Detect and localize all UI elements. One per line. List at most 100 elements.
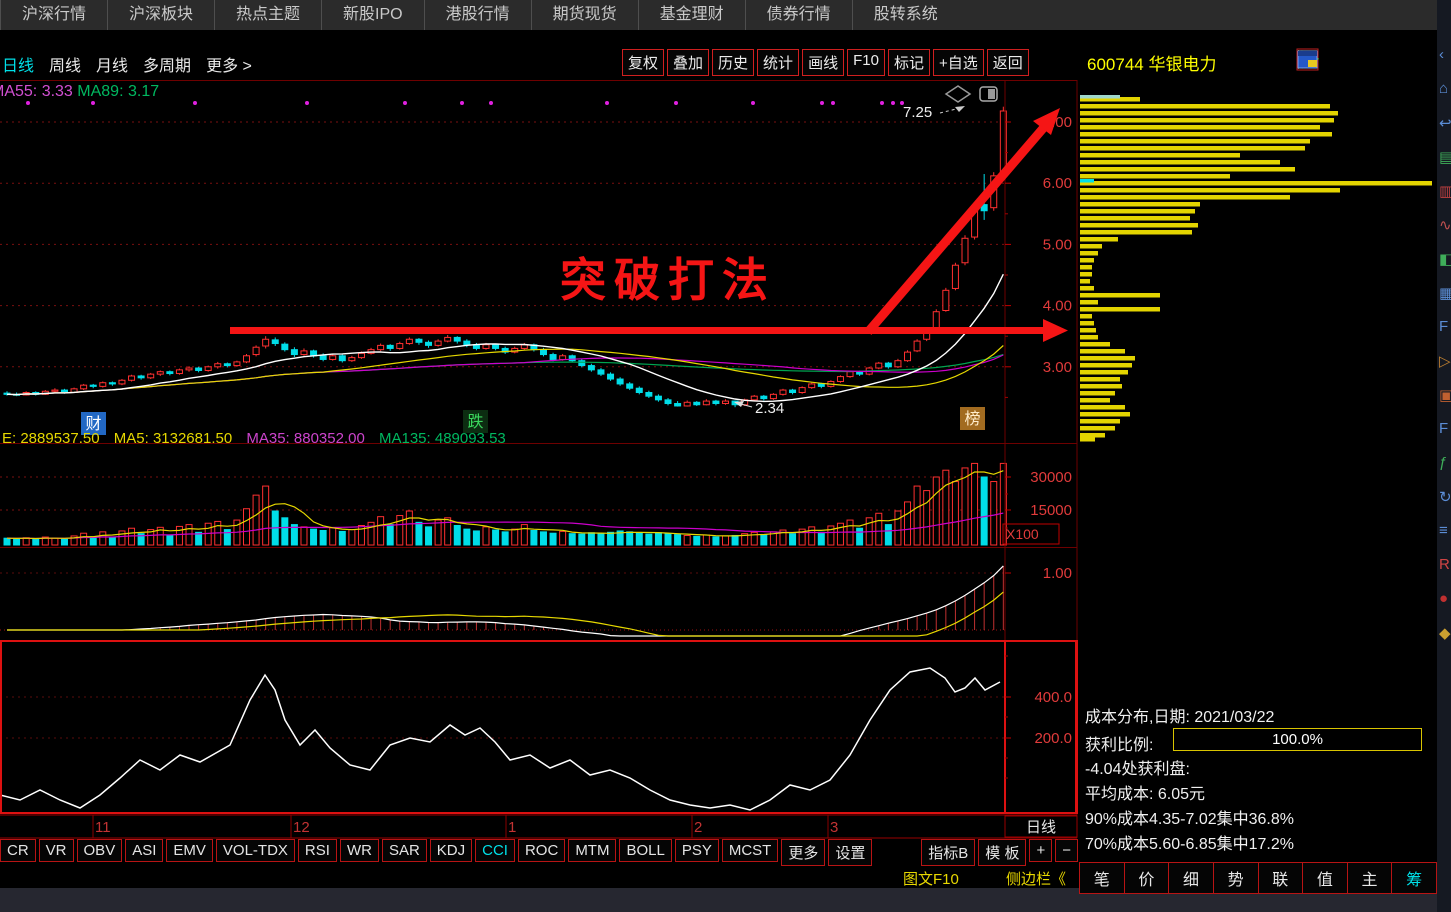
event-badge[interactable]: 跌 [467,413,483,431]
side-strip-icon-8[interactable]: F [1439,318,1449,335]
side-strip-icon-2[interactable]: ↩ [1439,115,1451,132]
indicator-tab-rsi[interactable]: RSI [297,839,337,862]
ma-lines [6,273,1004,540]
diagonal-arrow-line[interactable] [864,122,1050,335]
side-strip-icon-13[interactable]: ↻ [1439,489,1451,506]
menu-item-4[interactable]: 港股行情 [423,0,531,30]
side-strip-icon-7[interactable]: ▦ [1439,285,1451,302]
toolbar-button-2[interactable]: 历史 [712,49,755,76]
menu-item-6[interactable]: 基金理财 [637,0,745,30]
indicator-tab--[interactable]: 更多 [781,839,826,866]
toolbar-button-7[interactable]: +自选 [932,49,984,76]
side-strip-icon-3[interactable]: ▤ [1439,149,1451,166]
f10-graphic-link[interactable]: 图文F10 [903,871,959,888]
indicator-tab-psy[interactable]: PSY [674,839,719,862]
menu-item-0[interactable]: 沪深行情 [0,0,107,30]
indicator-tab-vr[interactable]: VR [38,839,74,862]
indicator3-layer [0,667,1001,811]
breakout-annotation-text: 突破打法 [560,254,776,306]
cost-date-line: 成本分布,日期: 2021/03/22 [1085,709,1275,726]
indicator-tab-mcst[interactable]: MCST [721,839,779,862]
chart-tool-buttons: 复权 叠加 历史 统计 画线 F10 标记 +自选 返回 [622,49,1029,76]
x-axis-label: 1 [508,819,516,836]
side-strip-icon-14[interactable]: ≡ [1439,522,1448,539]
period-tab-3[interactable]: 多周期 [143,58,192,75]
menu-item-3[interactable]: 新股IPO [321,0,424,30]
side-strip-icon-15[interactable]: R [1439,556,1450,573]
side-strip-icon-1[interactable]: ⌂ [1439,80,1449,97]
indicator-tab-kdj[interactable]: KDJ [429,839,473,862]
indicator-tab-vol-tdx[interactable]: VOL-TDX [215,839,295,862]
toolbar-button-4[interactable]: 画线 [802,49,845,76]
volume-indicator-header: E: 2889537.50 MA5: 3132681.50 MA35: 8803… [2,430,516,447]
indicator-action-2[interactable]: + [1029,839,1053,862]
right-panel-tab-1[interactable]: 价 [1123,862,1170,894]
indicator-tab-cci[interactable]: CCI [475,839,515,862]
high-price-label: 7.25 [903,104,932,121]
pane-borders [0,80,1078,839]
side-strip-icon-6[interactable]: ◧ [1439,251,1451,268]
side-strip-icon-12[interactable]: ƒ [1439,454,1448,471]
indicator-tab-asi[interactable]: ASI [125,839,164,862]
indicator-tab-sar[interactable]: SAR [381,839,427,862]
menu-item-5[interactable]: 期货现货 [530,0,638,30]
right-panel-tab-7[interactable]: 筹 [1391,862,1437,894]
event-badge[interactable]: 榜 [964,410,980,428]
cost-distribution-bars [1080,95,1432,442]
right-panel-tab-4[interactable]: 联 [1257,862,1304,894]
right-panel-tab-2[interactable]: 细 [1168,862,1214,894]
ma55-value: MA55: 3.33 [0,83,73,100]
x-axis-label: 11 [95,819,111,836]
indicator-action-1[interactable]: 模 板 [978,839,1027,866]
indicator-action-3[interactable]: − [1055,839,1078,862]
side-strip-icon-11[interactable]: F [1439,420,1449,437]
side-strip-icon-0[interactable]: ‹ [1439,46,1444,63]
indicator-tab-emv[interactable]: EMV [166,839,213,862]
axis-label: 1.00 [1043,565,1072,582]
main-chart[interactable]: 7.006.005.004.003.0030000150001.00400.02… [0,80,1078,840]
right-panel-tab-0[interactable]: 笔 [1079,862,1125,894]
toolbar-button-0[interactable]: 复权 [622,49,665,76]
menu-item-1[interactable]: 沪深板块 [107,0,214,30]
menu-item-8[interactable]: 股转系统 [851,0,959,30]
side-strip-icon-16[interactable]: ● [1439,590,1449,607]
menu-item-2[interactable]: 热点主题 [214,0,321,30]
axis-labels: 7.006.005.004.003.0030000150001.00400.02… [95,114,1072,836]
toolbar-button-6[interactable]: 标记 [887,49,930,76]
indicator-tab-mtm[interactable]: MTM [568,839,617,862]
indicator-tab--[interactable]: 设置 [828,839,873,866]
period-selector: 日线 周线 月线 多周期 更多 > [2,52,252,76]
indicator-tab-wr[interactable]: WR [339,839,379,862]
sidebar-toggle[interactable]: 侧边栏《 [1006,871,1067,888]
indicator-tab-obv[interactable]: OBV [76,839,123,862]
profit-ratio-line: 获利比例: 100.0% [1085,728,1422,755]
indicator-action-0[interactable]: 指标B [921,839,976,866]
right-panel-tab-5[interactable]: 值 [1302,862,1348,894]
panel-toggle-icon[interactable] [979,86,998,102]
side-strip-icon-10[interactable]: ▣ [1439,387,1451,404]
indicator-tab-cr[interactable]: CR [0,839,36,862]
toolbar-button-8[interactable]: 返回 [986,49,1029,76]
toolbar-button-3[interactable]: 统计 [757,49,800,76]
toolbar-button-5[interactable]: F10 [847,49,885,76]
diamond-marker-icon[interactable] [944,85,972,103]
period-tab-1[interactable]: 周线 [49,58,82,75]
toolbar-button-1[interactable]: 叠加 [667,49,710,76]
indicator-tab-roc[interactable]: ROC [517,839,566,862]
right-panel-tabs: 笔价细势联值主筹 [1079,862,1437,894]
right-panel-tab-3[interactable]: 势 [1212,862,1259,894]
indicator-tab-boll[interactable]: BOLL [619,839,672,862]
period-tab-0[interactable]: 日线 [2,58,35,75]
right-panel-tab-6[interactable]: 主 [1346,862,1393,894]
side-strip-icon-5[interactable]: ∿ [1439,217,1451,234]
period-tab-2[interactable]: 月线 [96,58,129,75]
period-tab-4[interactable]: 更多 > [206,58,252,75]
side-strip-icon-9[interactable]: ▷ [1439,353,1451,370]
horizontal-arrow-line[interactable] [230,327,1043,334]
menu-item-7[interactable]: 债券行情 [744,0,852,30]
event-badge[interactable]: 财 [85,415,101,433]
window-icon[interactable] [1296,48,1319,71]
side-strip-icon-4[interactable]: ▥ [1439,183,1451,200]
side-strip-icon-17[interactable]: ◆ [1439,625,1451,642]
